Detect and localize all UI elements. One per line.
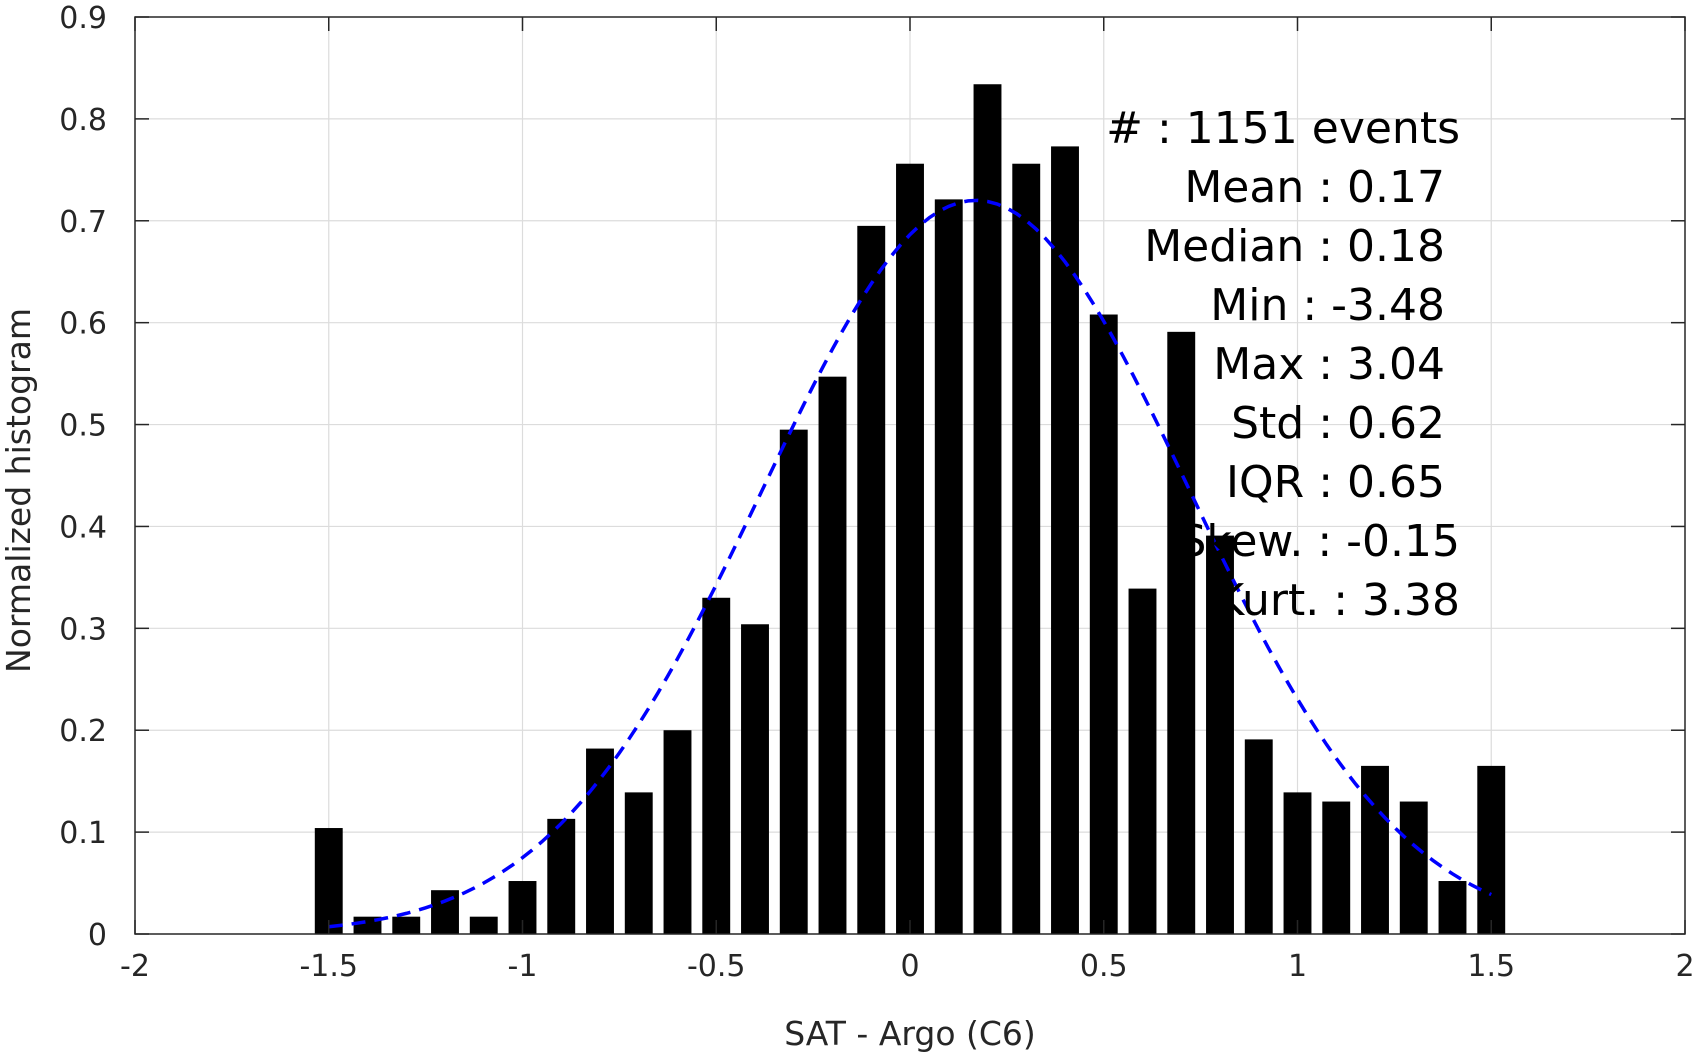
stats-annotation: # : 1151 events Mean : 0.17 Median : 0.18 M…: [1106, 103, 1460, 626]
histogram-bar: [702, 597, 731, 934]
histogram-bar: [663, 730, 692, 934]
stats-line: # : 1151 events: [1106, 103, 1460, 154]
x-tick-label: -1: [508, 949, 538, 984]
histogram-bar: [1244, 739, 1273, 934]
x-tick-label: -1.5: [299, 949, 358, 984]
histogram-bar: [1322, 801, 1351, 934]
x-tick-label: -0.5: [687, 949, 746, 984]
x-tick-label: 1: [1288, 949, 1307, 984]
histogram-bar: [586, 748, 614, 934]
histogram-bar: [973, 84, 1002, 935]
stats-line: Skew. : -0.15: [1179, 516, 1461, 567]
stats-line: Mean : 0.17: [1184, 162, 1445, 213]
fit-curve: [328, 198, 1492, 929]
x-tick-label: 0.5: [1080, 949, 1128, 984]
y-tick-label: 0.5: [59, 409, 107, 444]
y-tick-label: 0.9: [59, 1, 107, 36]
histogram-bar: [1167, 331, 1196, 934]
x-axis-title: SAT - Argo (C6): [784, 1014, 1036, 1053]
histogram-bar: [818, 376, 847, 934]
histogram-bar: [741, 624, 769, 934]
histogram-bar: [1399, 801, 1428, 934]
stats-line: Max : 3.04: [1213, 339, 1445, 390]
histogram-bar: [1089, 314, 1118, 934]
histogram-bar: [896, 163, 924, 935]
y-tick-label: 0.1: [59, 816, 107, 851]
histogram-bar: [431, 890, 459, 934]
x-tick-label: -2: [120, 949, 150, 984]
histogram-bar: [314, 828, 343, 934]
histogram-bar: [1477, 765, 1506, 934]
x-tick-label: 0: [900, 949, 919, 984]
y-tick-label: 0.7: [59, 205, 107, 240]
histogram-bar: [857, 225, 886, 935]
histogram-bar: [1283, 792, 1312, 934]
x-tick-label: 2: [1675, 949, 1694, 984]
y-tick-label: 0.6: [59, 307, 107, 342]
y-axis-title: Normalized histogram: [0, 308, 38, 673]
x-axis-ticks: -2 -1.5 -1 -0.5 0 0.5 1 1.5 2: [120, 17, 1695, 984]
stats-line: Kurt. : 3.38: [1215, 575, 1460, 626]
y-tick-label: 0.8: [59, 103, 107, 138]
stats-line: Std : 0.62: [1231, 398, 1445, 449]
histogram-bar: [469, 916, 498, 934]
stats-line: IQR : 0.65: [1226, 457, 1445, 508]
histogram-bar: [1128, 588, 1157, 934]
histogram-bar: [1206, 535, 1234, 934]
histogram-bar: [1012, 163, 1041, 935]
histogram-bar: [1438, 881, 1467, 934]
histogram-bar: [1361, 765, 1389, 934]
histogram-bar: [934, 199, 963, 934]
histogram-bar: [547, 818, 576, 934]
y-axis-ticks: 0 0.1 0.2 0.3 0.4 0.5 0.6 0.7 0.8 0.9: [59, 1, 1685, 953]
x-tick-label: 1.5: [1467, 949, 1515, 984]
stats-line: Min : -3.48: [1210, 280, 1445, 331]
histogram-bar: [779, 429, 808, 934]
stats-line: Median : 0.18: [1144, 221, 1445, 272]
y-tick-label: 0.3: [59, 612, 107, 647]
histogram-bar: [392, 916, 421, 934]
y-tick-label: 0.2: [59, 714, 107, 749]
histogram-bar: [624, 792, 653, 934]
y-tick-label: 0.4: [59, 510, 107, 545]
y-tick-label: 0: [88, 918, 107, 953]
